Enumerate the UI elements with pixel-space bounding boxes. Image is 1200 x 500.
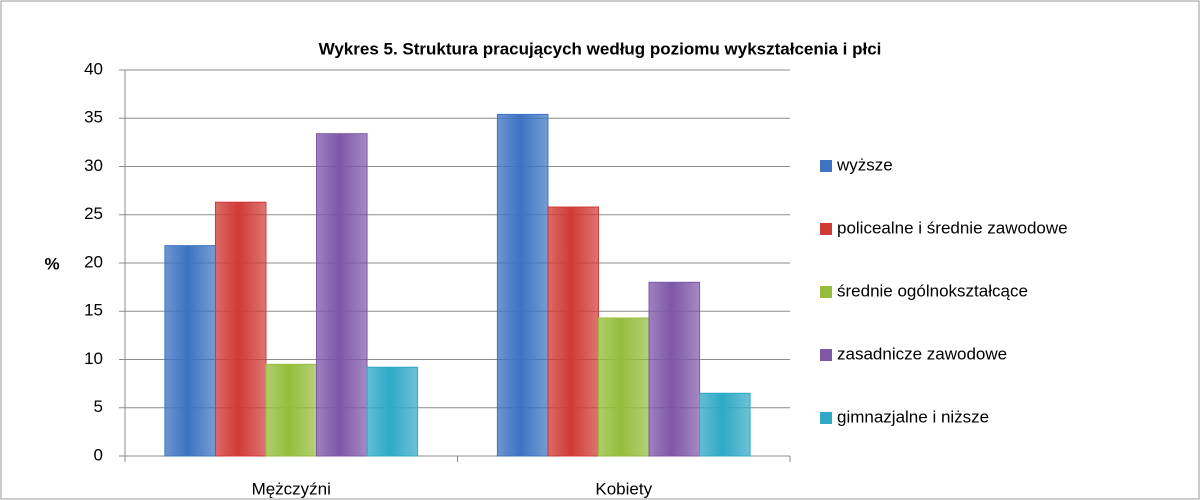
y-axis-label: % — [44, 254, 59, 273]
chart-title: Wykres 5. Struktura pracujących według p… — [319, 39, 882, 58]
y-tick-label: 0 — [94, 445, 103, 464]
y-tick-label: 10 — [84, 349, 103, 368]
bar — [265, 363, 318, 457]
x-tick-label: Kobiety — [595, 479, 652, 498]
legend-label: wyższe — [836, 155, 893, 174]
legend-swatch — [820, 412, 832, 424]
y-tick-label: 20 — [84, 252, 103, 271]
legend-swatch — [820, 223, 832, 235]
bar — [496, 113, 549, 457]
bar — [699, 392, 751, 457]
legend-swatch — [820, 349, 832, 361]
bar — [164, 245, 216, 457]
bar — [366, 366, 419, 457]
x-tick-label: Mężczyźni — [252, 479, 331, 498]
legend-swatch — [820, 286, 832, 298]
legend-label: średnie ogólnokształcące — [837, 281, 1028, 300]
y-tick-label: 30 — [84, 156, 103, 175]
y-tick-label: 40 — [84, 59, 103, 78]
y-tick-label: 25 — [84, 204, 103, 223]
bar — [214, 201, 267, 457]
y-tick-label: 15 — [84, 301, 103, 320]
legend-label: gimnazjalne i niższe — [837, 407, 989, 426]
legend-label: zasadnicze zawodowe — [837, 344, 1007, 363]
bar — [316, 133, 368, 457]
y-tick-label: 35 — [84, 108, 103, 127]
y-tick-label: 5 — [94, 397, 103, 416]
bar — [648, 281, 701, 457]
legend-swatch — [820, 160, 832, 172]
bar — [597, 317, 650, 457]
bar — [547, 206, 599, 457]
legend-label: policealne i średnie zawodowe — [837, 218, 1068, 237]
